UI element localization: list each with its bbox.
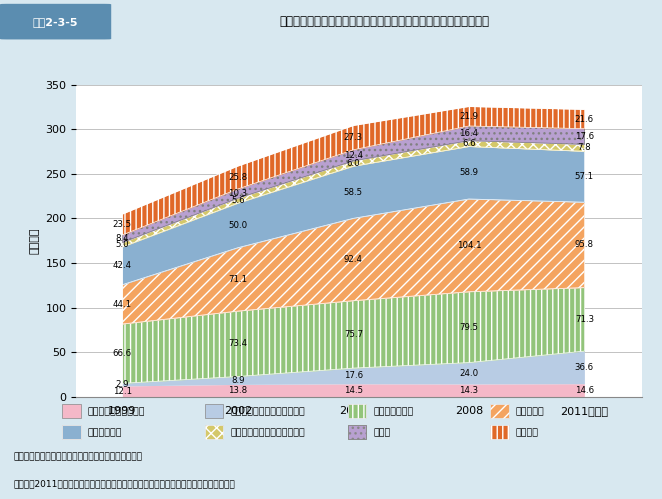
Bar xyxy=(491,404,509,418)
FancyBboxPatch shape xyxy=(0,4,111,39)
Bar xyxy=(205,426,224,439)
Y-axis label: （万人）: （万人） xyxy=(30,228,40,254)
Text: 42.4: 42.4 xyxy=(113,261,132,270)
Bar xyxy=(205,426,224,439)
Bar xyxy=(62,426,81,439)
Bar xyxy=(62,426,81,439)
Text: 6.6: 6.6 xyxy=(462,139,476,148)
Text: 認知症（アルツハイマー病）: 認知症（アルツハイマー病） xyxy=(230,407,305,417)
Text: うつ病など: うつ病など xyxy=(516,407,545,417)
Text: 21.9: 21.9 xyxy=(459,112,479,121)
Text: 73.4: 73.4 xyxy=(228,339,248,348)
Text: 92.4: 92.4 xyxy=(344,255,363,264)
Text: 50.0: 50.0 xyxy=(228,221,248,230)
Text: 6.0: 6.0 xyxy=(346,159,360,168)
Text: 10.3: 10.3 xyxy=(228,189,248,198)
Text: 不安障害など: 不安障害など xyxy=(88,429,122,438)
Text: 14.6: 14.6 xyxy=(575,386,594,395)
Text: 24.0: 24.0 xyxy=(459,369,479,378)
Text: 図表2-3-5: 図表2-3-5 xyxy=(33,16,78,26)
Text: 5.6: 5.6 xyxy=(231,196,245,205)
Text: 71.3: 71.3 xyxy=(575,315,594,324)
Text: 7.8: 7.8 xyxy=(577,143,591,152)
Text: 71.1: 71.1 xyxy=(228,275,248,284)
Text: 2.9: 2.9 xyxy=(116,380,129,389)
Text: 27.3: 27.3 xyxy=(344,133,363,142)
Text: 8.9: 8.9 xyxy=(231,376,244,385)
Bar xyxy=(348,426,366,439)
Text: 12.1: 12.1 xyxy=(113,387,132,396)
Text: 44.1: 44.1 xyxy=(113,300,132,309)
Text: 5.0: 5.0 xyxy=(116,240,129,249)
Text: 75.7: 75.7 xyxy=(344,330,363,339)
Text: 14.3: 14.3 xyxy=(459,386,479,395)
Text: その他: その他 xyxy=(373,429,391,438)
Text: 精神疾患の患者数の推移（医療機関に受診する患者の疾病別内訳）: 精神疾患の患者数の推移（医療機関に受診する患者の疾病別内訳） xyxy=(279,14,489,28)
Text: 58.9: 58.9 xyxy=(459,168,479,177)
Text: 17.6: 17.6 xyxy=(344,371,363,380)
Text: 認知症（血管性など）: 認知症（血管性など） xyxy=(88,407,145,417)
Bar xyxy=(491,426,509,439)
Text: 16.4: 16.4 xyxy=(459,129,479,138)
Bar xyxy=(205,404,224,418)
Text: 13.8: 13.8 xyxy=(228,386,248,395)
Text: 79.5: 79.5 xyxy=(459,323,479,332)
Text: 104.1: 104.1 xyxy=(457,241,481,250)
Text: てんかん: てんかん xyxy=(516,429,539,438)
Text: 36.6: 36.6 xyxy=(575,363,594,372)
Bar xyxy=(348,404,366,418)
Bar xyxy=(348,404,366,418)
Text: 58.5: 58.5 xyxy=(344,188,363,197)
Text: 8.4: 8.4 xyxy=(116,234,129,243)
Text: 25.8: 25.8 xyxy=(228,173,248,182)
Text: 21.6: 21.6 xyxy=(575,115,594,124)
Text: （注）　2011年の数字は、宮城県の石巻医療圈、気仙氼医療圈及び福島県を除いたもの: （注） 2011年の数字は、宮城県の石巻医療圈、気仙氼医療圈及び福島県を除いたも… xyxy=(13,480,235,489)
Bar xyxy=(62,404,81,418)
Text: 薬物・アルコール依存症など: 薬物・アルコール依存症など xyxy=(230,429,305,438)
Bar xyxy=(491,404,509,418)
Text: 17.6: 17.6 xyxy=(575,132,594,141)
Bar xyxy=(348,426,366,439)
Text: 57.1: 57.1 xyxy=(575,172,594,181)
Text: 14.5: 14.5 xyxy=(344,386,363,395)
Text: 統合失調症など: 統合失調症など xyxy=(373,407,414,417)
Text: 95.8: 95.8 xyxy=(575,241,594,250)
Text: 23.5: 23.5 xyxy=(113,220,132,229)
Text: 66.6: 66.6 xyxy=(113,349,132,358)
Text: 12.4: 12.4 xyxy=(344,151,363,160)
Text: 資料：厕生労働省統計情報部「平成２３年患者調査」: 資料：厕生労働省統計情報部「平成２３年患者調査」 xyxy=(13,452,142,462)
Bar xyxy=(491,426,509,439)
